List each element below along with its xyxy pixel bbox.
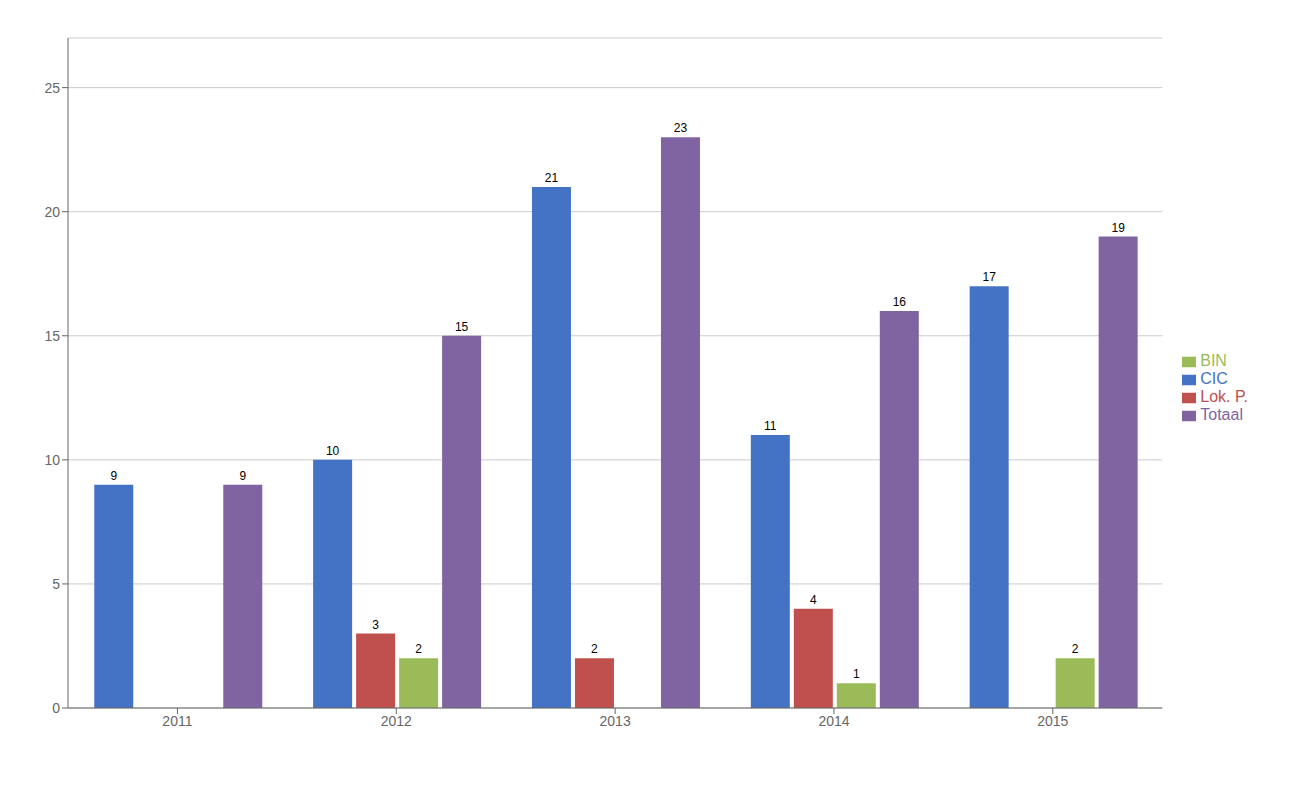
svg-text:2012: 2012 bbox=[381, 713, 412, 729]
svg-text:4: 4 bbox=[810, 593, 817, 607]
svg-text:5: 5 bbox=[52, 576, 60, 592]
html-text:Totaal: Totaal bbox=[1200, 406, 1243, 423]
svg-text:21: 21 bbox=[545, 171, 559, 185]
svg-text:16: 16 bbox=[893, 295, 907, 309]
html-text:Lok. P.: Lok. P. bbox=[1200, 388, 1248, 405]
svg-text:10: 10 bbox=[44, 452, 60, 468]
svg-text:15: 15 bbox=[44, 328, 60, 344]
svg-text:15: 15 bbox=[455, 320, 469, 334]
svg-text:3: 3 bbox=[372, 618, 379, 632]
svg-text:17: 17 bbox=[982, 270, 996, 284]
svg-text:19: 19 bbox=[1111, 221, 1125, 235]
svg-text:0: 0 bbox=[52, 700, 60, 716]
svg-text:2011: 2011 bbox=[162, 713, 192, 729]
html-text:CIC: CIC bbox=[1200, 370, 1228, 387]
svg-text:23: 23 bbox=[674, 121, 688, 135]
svg-text:2015: 2015 bbox=[1037, 713, 1068, 729]
svg-text:10: 10 bbox=[326, 444, 340, 458]
svg-text:25: 25 bbox=[44, 80, 60, 96]
svg-text:1: 1 bbox=[853, 667, 860, 681]
svg-text:2: 2 bbox=[591, 642, 598, 656]
svg-text:2: 2 bbox=[415, 642, 422, 656]
svg-text:9: 9 bbox=[239, 469, 246, 483]
svg-text:11: 11 bbox=[764, 419, 777, 433]
html-text:BIN: BIN bbox=[1200, 352, 1227, 369]
svg-text:2013: 2013 bbox=[600, 713, 631, 729]
svg-text:20: 20 bbox=[44, 204, 60, 220]
svg-text:9: 9 bbox=[110, 469, 117, 483]
svg-text:2014: 2014 bbox=[818, 713, 849, 729]
svg-text:2: 2 bbox=[1072, 642, 1079, 656]
